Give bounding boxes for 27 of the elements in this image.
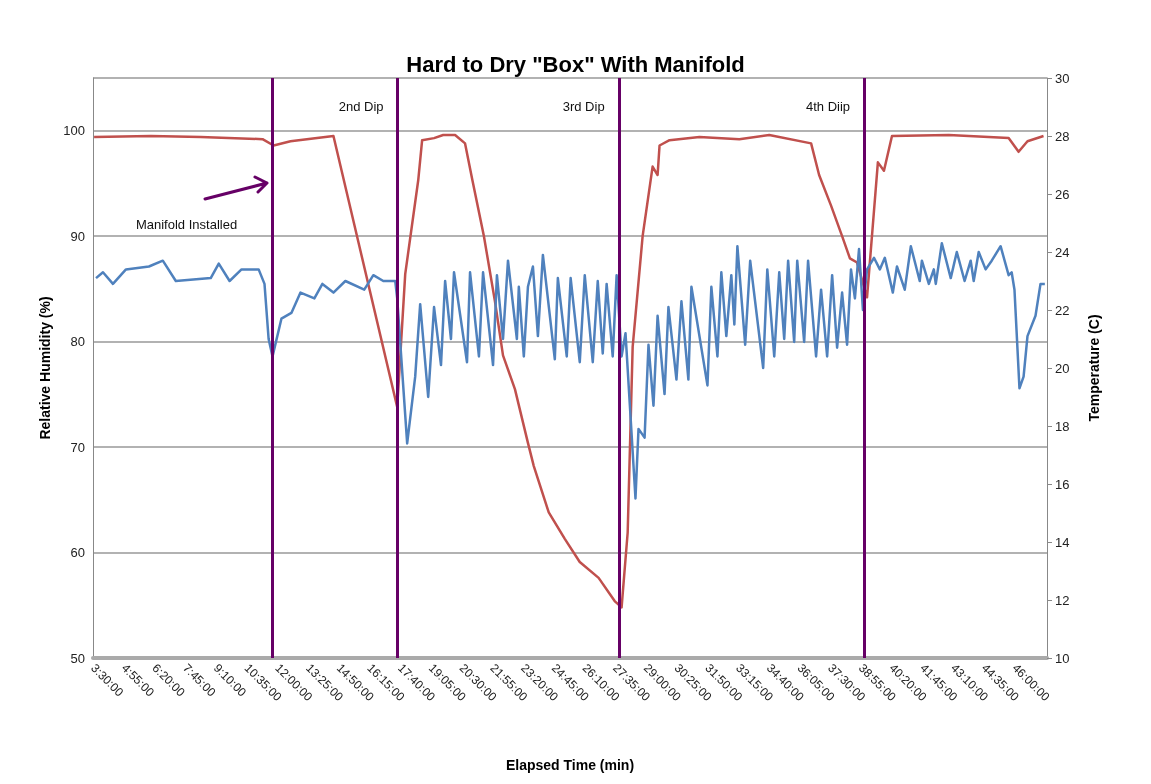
chart-title: Hard to Dry "Box" With Manifold (406, 51, 745, 77)
y2-tick-label: 24 (1055, 244, 1070, 260)
x-axis-title: Elapsed Time (min) (505, 757, 635, 773)
y-axis-title: Relative Humidity (%) (37, 296, 54, 440)
y2-tick-label: 10 (1055, 650, 1070, 666)
y-tick-label: 90 (70, 228, 85, 244)
ref-line-label: 3rd Dip (562, 99, 605, 114)
y2-tick-label: 12 (1055, 592, 1070, 608)
y2-tick-label: 30 (1055, 70, 1070, 86)
y2-tick-label: 16 (1055, 476, 1070, 492)
ref-line-label: Manifold Installed (135, 217, 238, 232)
y-tick-label: 50 (70, 650, 85, 666)
ref-line-label: 2nd Dip (338, 99, 384, 114)
y-tick-label: 100 (63, 123, 85, 139)
y-tick-label: 70 (70, 439, 85, 455)
y2-tick-label: 26 (1055, 186, 1070, 202)
line-series (94, 242, 1047, 500)
y2-tick-label: 22 (1055, 302, 1070, 318)
ref-line-label: 4th Diip (805, 99, 851, 114)
y-tick-label: 80 (70, 334, 85, 350)
y2-tick-label: 28 (1055, 128, 1070, 144)
y2-tick-label: 14 (1055, 534, 1070, 550)
line-series (92, 133, 1045, 609)
y-tick-label: 60 (70, 545, 85, 561)
y2-axis-title: Temperature (C) (1086, 314, 1102, 422)
y2-tick-label: 18 (1055, 418, 1070, 434)
y2-tick-label: 20 (1055, 360, 1070, 376)
